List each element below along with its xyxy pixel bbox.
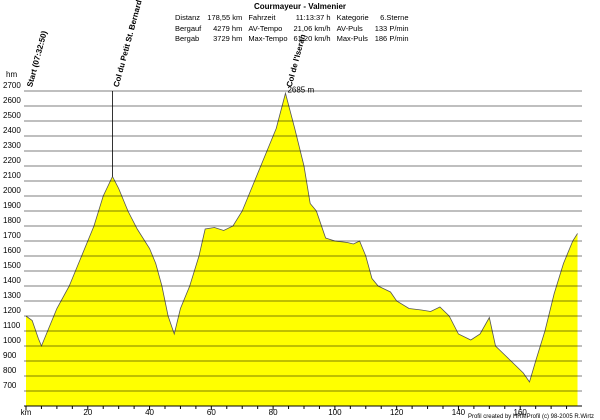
- x-tick-label: 40: [145, 408, 154, 417]
- y-tick-label: 2300: [3, 141, 21, 150]
- area-fill: [26, 93, 578, 406]
- annotation: Start (07:32:50): [25, 30, 49, 88]
- annotation: Col du Petit St. Bernard: [112, 0, 144, 88]
- footer: Profil created by HRMProfil (c) 98-2005 …: [467, 414, 594, 420]
- y-tick-label: 2500: [3, 111, 21, 120]
- stat-cell: 11:13:37 h: [295, 13, 331, 22]
- y-tick-label: 2700: [3, 81, 21, 90]
- stat-cell: 3729 hm: [213, 34, 243, 43]
- x-tick-label: 160: [514, 408, 528, 417]
- y-tick-label: 1000: [3, 336, 21, 345]
- stat-cell: 133 P/min: [374, 23, 409, 33]
- stat-cell: 178,55 km: [207, 13, 243, 22]
- stat-cell: Kategorie: [336, 13, 369, 22]
- chart-title: Courmayeur - Valmenier: [253, 2, 347, 11]
- y-tick-label: 800: [3, 366, 17, 375]
- y-tick-label: 2200: [3, 156, 21, 165]
- stat-cell: Bergab: [175, 34, 200, 43]
- x-tick-label: 120: [390, 408, 404, 417]
- y-tick-label: 700: [3, 381, 17, 390]
- stat-cell: Bergauf: [175, 23, 202, 33]
- y-tick-label: 1900: [3, 201, 21, 210]
- x-tick-label: km: [21, 408, 32, 417]
- stat-cell: 61,20 km/h: [293, 34, 331, 43]
- x-tick-label: 80: [269, 408, 278, 417]
- y-tick-label: 1100: [3, 321, 21, 330]
- y-tick-label: 2100: [3, 171, 21, 180]
- stats-table: Distanz 178,55 km Fahrzeit 11:13:37 h Katego…: [172, 13, 412, 45]
- stat-cell: Fahrzeit: [248, 13, 276, 22]
- stat-cell: Max-Tempo: [248, 34, 288, 43]
- y-axis-label: hm: [6, 70, 17, 79]
- peak-label: 2685 m: [287, 85, 314, 94]
- y-tick-label: 2000: [3, 186, 21, 195]
- y-tick-label: 1800: [3, 216, 21, 225]
- y-tick-label: 1600: [3, 246, 21, 255]
- stat-cell: 21,06 km/h: [293, 23, 331, 33]
- stat-cell: 4279 hm: [213, 23, 243, 33]
- y-tick-label: 1400: [3, 276, 21, 285]
- x-tick-label: 20: [83, 408, 92, 417]
- y-tick-label: 1500: [3, 261, 21, 270]
- y-tick-label: 2600: [3, 96, 21, 105]
- stat-cell: AV-Tempo: [248, 23, 283, 33]
- x-tick-label: 60: [207, 408, 216, 417]
- stat-cell: 6.Sterne: [380, 13, 409, 22]
- x-tick-label: 100: [328, 408, 342, 417]
- y-tick-label: 1700: [3, 231, 21, 240]
- stat-cell: AV-Puls: [336, 23, 363, 33]
- y-tick-label: 900: [3, 351, 17, 360]
- y-tick-label: 1200: [3, 306, 21, 315]
- annotation: Col de l'Iseran: [285, 33, 308, 88]
- y-tick-label: 2400: [3, 126, 21, 135]
- stat-cell: Distanz: [175, 13, 201, 22]
- stat-cell: Max-Puls: [336, 34, 368, 43]
- stat-cell: 186 P/min: [374, 34, 409, 43]
- y-tick-label: 1300: [3, 291, 21, 300]
- x-tick-label: 140: [452, 408, 466, 417]
